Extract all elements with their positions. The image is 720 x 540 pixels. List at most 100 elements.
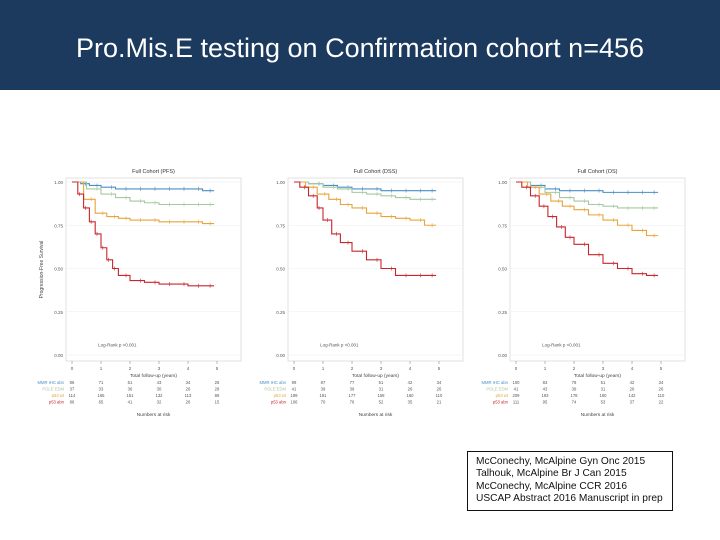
x-tick-label: 1	[322, 366, 325, 371]
risk-count: 132	[156, 393, 164, 398]
risk-count: 34	[186, 380, 191, 385]
risk-count: 106	[291, 400, 299, 405]
risk-count: 51	[379, 380, 384, 385]
plot-area	[509, 177, 686, 362]
risk-row-label: p53 wt	[52, 393, 65, 398]
pvalue-annotation: Log-Rank p <0.001	[320, 342, 359, 347]
risk-count: 42	[630, 380, 635, 385]
y-tick-label: 0.00	[54, 353, 63, 358]
x-tick-label: 4	[187, 366, 190, 371]
x-tick-label: 1	[100, 366, 103, 371]
risk-count: 71	[99, 380, 104, 385]
risk-count: 111	[513, 400, 520, 405]
y-tick-label: 0.25	[498, 310, 507, 315]
km-curve-p53-wt	[72, 181, 215, 225]
risk-count: 42	[408, 380, 413, 385]
risk-count: 83	[543, 380, 548, 385]
risk-count: 158	[378, 393, 386, 398]
y-tick-label: 0.75	[54, 223, 63, 228]
risk-count: 209	[513, 393, 521, 398]
risk-count: 114	[69, 393, 76, 398]
risk-count: 41	[514, 387, 519, 392]
x-tick-label: 3	[602, 366, 605, 371]
risk-count: 89	[215, 393, 220, 398]
risk-count: 31	[379, 387, 384, 392]
risk-count: 31	[601, 387, 606, 392]
risk-count: 26	[186, 400, 191, 405]
y-tick-label: 0.50	[54, 267, 63, 272]
reference-line: McConechy, McAlpine CCR 2016	[476, 480, 627, 492]
y-axis-label: Progression-Free Survival	[39, 241, 45, 299]
risk-count: 113	[185, 393, 192, 398]
risk-count: 34	[659, 380, 664, 385]
risk-count: 110	[436, 393, 443, 398]
x-tick-label: 2	[351, 366, 354, 371]
risk-count: 41	[292, 387, 297, 392]
risk-count: 43	[543, 387, 548, 392]
risk-count: 86	[70, 400, 75, 405]
x-tick-label: 5	[216, 366, 219, 371]
risk-count: 160	[600, 393, 608, 398]
y-tick-label: 1.00	[276, 180, 285, 185]
x-tick-label: 1	[544, 366, 547, 371]
risk-count: 193	[542, 393, 550, 398]
risk-table-title: Numbers at risk	[581, 412, 615, 418]
y-tick-label: 0.00	[498, 353, 507, 358]
x-tick-label: 4	[409, 366, 412, 371]
risk-count: 37	[70, 387, 75, 392]
risk-count: 65	[99, 400, 104, 405]
references-box: McConechy, McAlpine Gyn Onc 2015 Talhouk…	[467, 451, 673, 511]
plot-area	[65, 177, 242, 362]
slide-title: Pro.Mis.E testing on Confirmation cohort…	[75, 33, 645, 63]
risk-count: 100	[513, 380, 521, 385]
risk-count: 30	[157, 387, 162, 392]
y-tick-label: 1.00	[498, 180, 507, 185]
risk-count: 199	[291, 393, 299, 398]
risk-count: 26	[186, 387, 191, 392]
risk-row-label: POLE EDM	[486, 387, 508, 392]
risk-count: 181	[320, 393, 328, 398]
km-curve-pole-edm	[516, 181, 659, 209]
risk-row-label: p53 abn	[271, 400, 287, 405]
risk-count: 61	[128, 380, 133, 385]
km-curve-p53-wt	[516, 181, 659, 237]
pvalue-annotation: Log-Rank p <0.001	[542, 342, 581, 347]
risk-count: 53	[601, 400, 606, 405]
risk-count: 151	[127, 393, 135, 398]
risk-count: 26	[659, 387, 664, 392]
km-curve-p53-abn	[72, 181, 215, 287]
risk-count: 77	[350, 380, 355, 385]
x-tick-label: 0	[515, 366, 518, 371]
y-tick-label: 0.25	[276, 310, 285, 315]
risk-count: 95	[543, 400, 548, 405]
risk-table-title: Numbers at risk	[359, 412, 393, 418]
risk-count: 52	[379, 400, 384, 405]
x-tick-label: 3	[158, 366, 161, 371]
risk-count: 21	[437, 400, 442, 405]
plot-area	[287, 177, 464, 362]
x-axis-label: Total follow-up (years)	[574, 373, 621, 379]
x-tick-label: 5	[660, 366, 663, 371]
risk-count: 34	[437, 380, 442, 385]
y-tick-label: 0.00	[276, 353, 285, 358]
x-tick-label: 2	[573, 366, 576, 371]
risk-count: 177	[349, 393, 357, 398]
risk-row-label: p53 abn	[49, 400, 65, 405]
risk-row-label: MMR IHC abn	[37, 380, 64, 385]
risk-count: 76	[350, 400, 355, 405]
km-curve-p53-wt	[294, 181, 437, 226]
risk-row-label: MMR IHC abn	[481, 380, 508, 385]
km-curve-pole-edm	[72, 181, 215, 206]
risk-count: 41	[128, 400, 133, 405]
panel-title: Full Cohort (PFS)	[132, 169, 175, 175]
y-tick-label: 0.50	[498, 267, 507, 272]
risk-count: 78	[572, 380, 577, 385]
risk-row-label: POLE EDM	[42, 387, 64, 392]
reference-line: USCAP Abstract 2016 Manuscript in prep	[476, 493, 663, 505]
risk-row-label: p53 wt	[274, 393, 287, 398]
risk-count: 26	[630, 387, 635, 392]
y-tick-label: 1.00	[54, 180, 63, 185]
risk-row-label: p53 abn	[493, 400, 509, 405]
risk-row-label: POLE EDM	[264, 387, 286, 392]
